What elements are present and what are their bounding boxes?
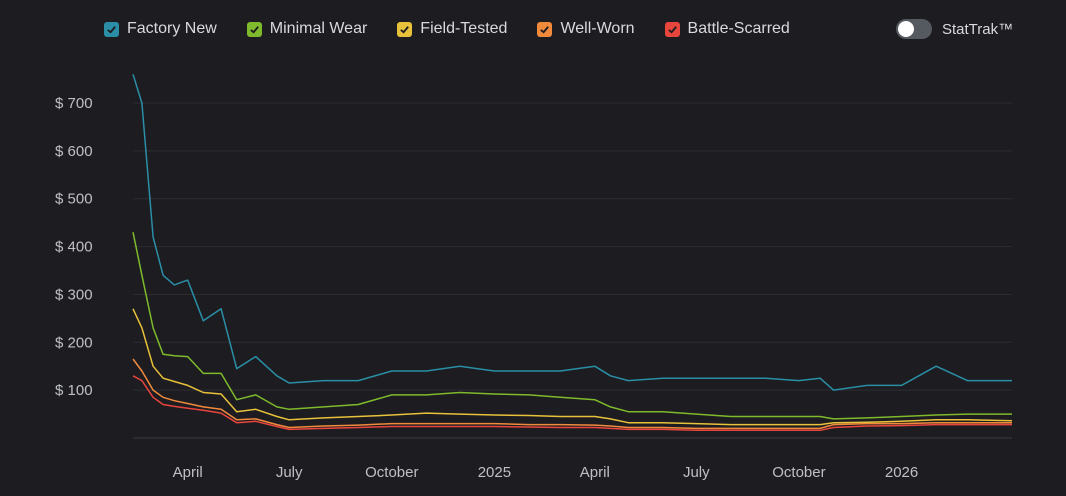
y-tick-label: $ 700	[55, 95, 93, 112]
checkbox-factory-new[interactable]	[104, 21, 119, 37]
x-tick-label: 2026	[885, 464, 918, 481]
legend-item-battle-scarred[interactable]: Battle-Scarred	[664, 20, 790, 38]
x-tick-label: October	[772, 464, 825, 481]
x-tick-label: April	[580, 464, 610, 481]
checkbox-field-tested[interactable]	[397, 21, 413, 37]
checkmark-icon	[250, 25, 259, 34]
x-axis: April July October 2025 April July October 2026	[173, 464, 919, 481]
series-line-well-worn	[132, 358, 1012, 430]
x-tick-label: 2025	[478, 464, 511, 481]
series-line-minimal-wear	[132, 232, 1012, 420]
checkmark-icon	[667, 25, 677, 34]
y-tick-label: $ 400	[55, 239, 93, 256]
legend-item-minimal-wear[interactable]: Minimal Wear	[246, 20, 368, 38]
stattrak-label: StatTrak™	[942, 20, 1014, 38]
y-tick-label: $ 500	[55, 191, 93, 208]
legend-item-field-tested[interactable]: Field-Tested	[397, 20, 507, 38]
legend-label: Factory New	[127, 20, 217, 37]
legend-label: Field-Tested	[420, 20, 508, 37]
y-tick-label: $ 600	[55, 143, 93, 160]
y-tick-label: $ 300	[55, 286, 93, 303]
legend: Factory New Minimal Wear Field-Tested We…	[104, 20, 820, 38]
legend-label: Well-Worn	[560, 20, 635, 37]
toggle-knob	[898, 21, 914, 37]
x-tick-label: April	[173, 464, 203, 481]
stattrak-toggle[interactable]	[896, 19, 932, 39]
checkmark-icon	[107, 25, 116, 34]
checkmark-icon	[400, 25, 410, 34]
checkbox-battle-scarred[interactable]	[664, 21, 680, 37]
checkbox-minimal-wear[interactable]	[246, 21, 262, 37]
grid-lines	[133, 102, 1012, 439]
y-axis: $ 100 $ 200 $ 300 $ 400 $ 500 $ 600 $ 700	[55, 95, 93, 399]
legend-label: Battle-Scarred	[687, 20, 790, 37]
y-tick-label: $ 100	[55, 382, 93, 399]
x-tick-label: July	[276, 464, 303, 481]
legend-item-well-worn[interactable]: Well-Worn	[537, 20, 635, 38]
legend-label: Minimal Wear	[269, 20, 368, 37]
checkbox-well-worn[interactable]	[537, 21, 553, 37]
legend-item-factory-new[interactable]: Factory New	[104, 20, 217, 38]
series-line-battle-scarred	[132, 375, 1012, 432]
series-line-factory-new	[132, 74, 1012, 391]
series-line-field-tested	[132, 308, 1013, 426]
y-tick-label: $ 200	[55, 334, 93, 351]
x-tick-label: July	[683, 464, 710, 481]
checkmark-icon	[540, 25, 550, 34]
x-tick-label: October	[365, 464, 418, 481]
series-lines	[132, 74, 1013, 432]
stattrak-toggle-group: StatTrak™	[896, 19, 1013, 39]
